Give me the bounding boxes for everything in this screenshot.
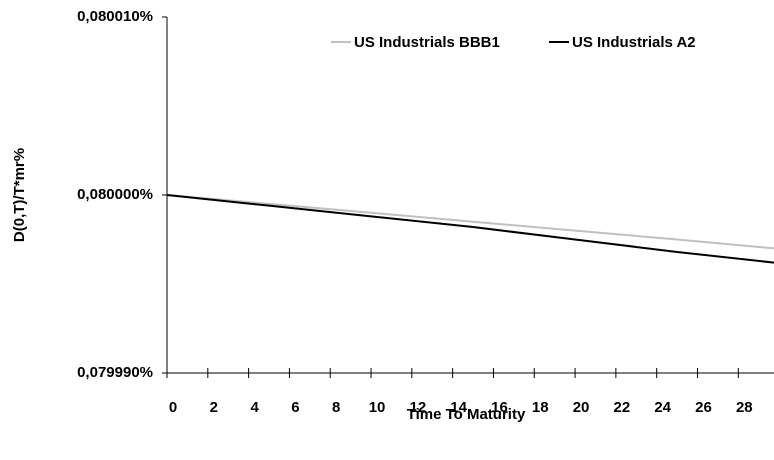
legend-label: US Industrials BBB1 bbox=[354, 34, 500, 51]
x-tick-label: 8 bbox=[332, 399, 340, 416]
x-tick-label: 14 bbox=[450, 399, 467, 416]
legend-label: US Industrials A2 bbox=[572, 34, 696, 51]
x-tick-label: 28 bbox=[736, 399, 753, 416]
x-tick-label: 26 bbox=[695, 399, 712, 416]
x-tick-label: 16 bbox=[491, 399, 508, 416]
series-line bbox=[166, 194, 774, 250]
x-tick-label: 20 bbox=[573, 399, 590, 416]
series-line bbox=[166, 194, 774, 264]
x-tick-label: 0 bbox=[169, 399, 177, 416]
y-tick-label: 0,080010% bbox=[77, 8, 153, 25]
x-tick-label: 12 bbox=[409, 399, 426, 416]
x-tick-label: 4 bbox=[250, 399, 259, 416]
x-tick-label: 22 bbox=[614, 399, 631, 416]
y-tick-label: 0,080000% bbox=[77, 186, 153, 203]
x-axis-label: Time To Maturity bbox=[407, 406, 526, 423]
x-tick-label: 18 bbox=[532, 399, 549, 416]
y-tick-label: 0,079990% bbox=[77, 364, 153, 381]
x-tick-label: 6 bbox=[291, 399, 299, 416]
x-tick-label: 24 bbox=[654, 399, 671, 416]
x-tick-label: 2 bbox=[210, 399, 218, 416]
y-axis-label: D(0,T)/T*mr% bbox=[11, 148, 28, 242]
x-tick-label: 10 bbox=[369, 399, 386, 416]
